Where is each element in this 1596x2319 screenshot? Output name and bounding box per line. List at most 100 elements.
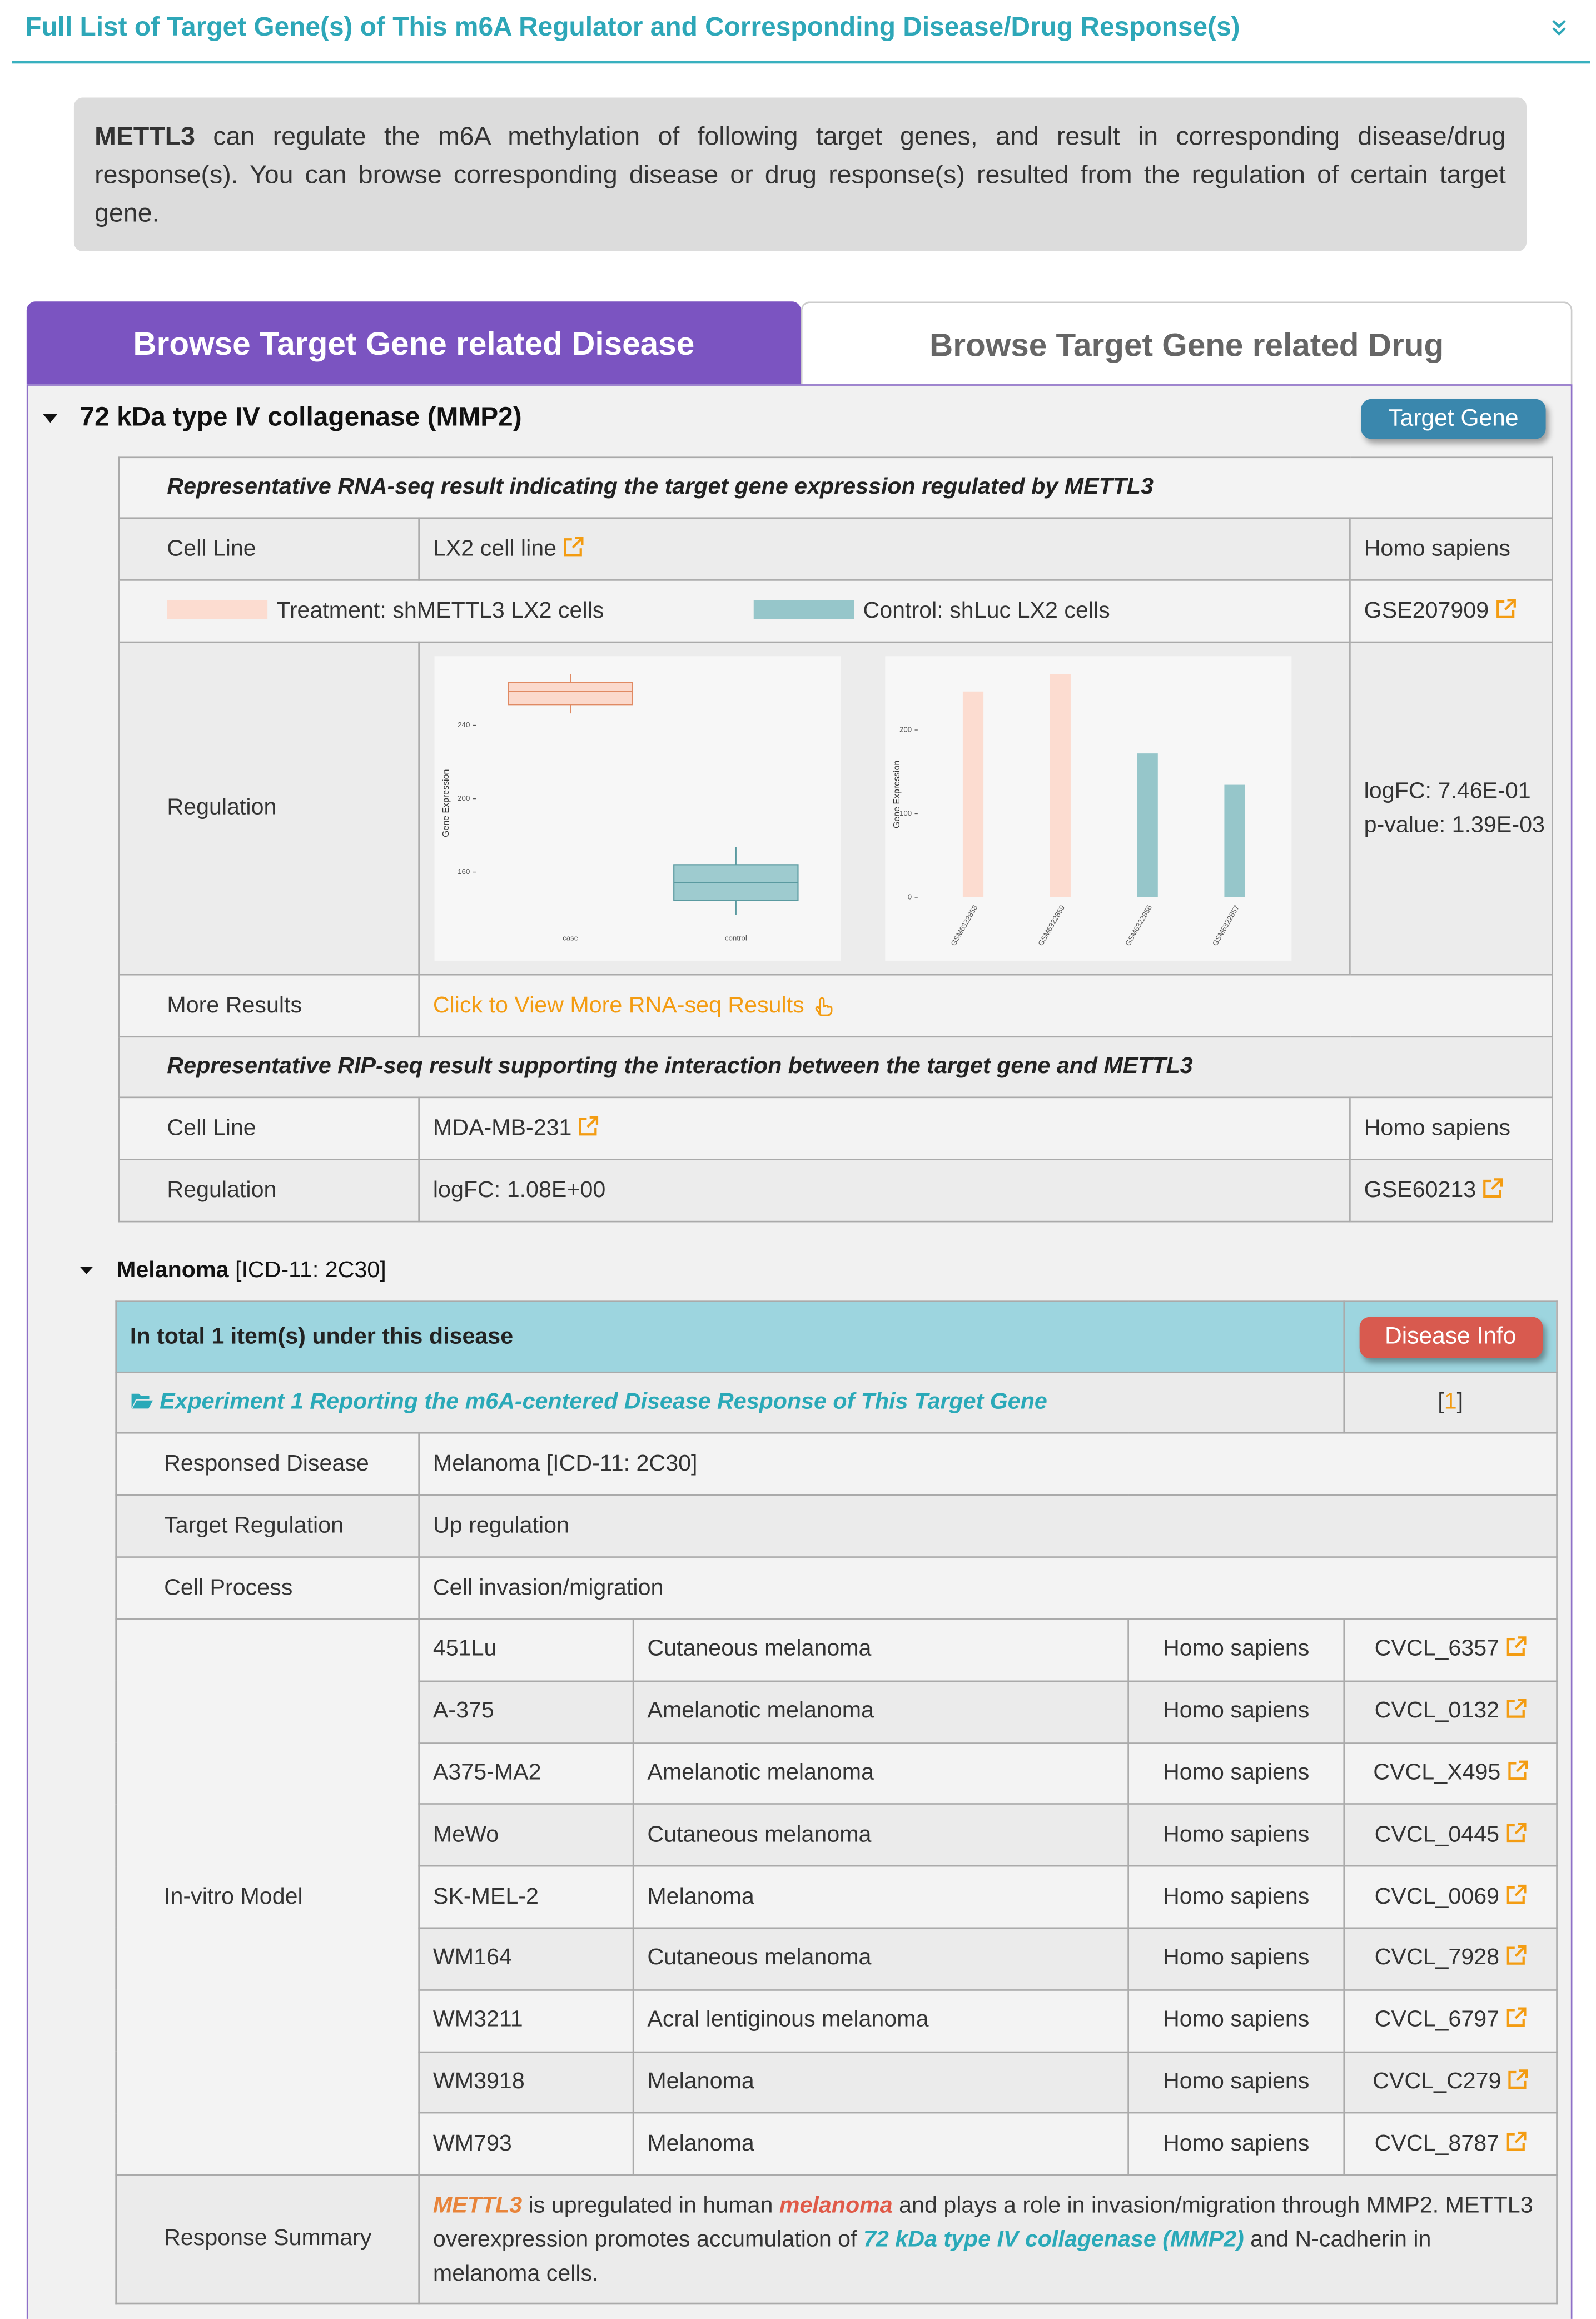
external-link-icon[interactable]: [1506, 1884, 1527, 1904]
y-tick-label: 200: [458, 794, 470, 802]
pvalue: p-value: 1.39E-03: [1364, 813, 1545, 838]
ref-link[interactable]: 1: [1444, 1389, 1457, 1415]
table-heading: Representative RNA-seq result indicating…: [118, 456, 1553, 519]
cellosaurus-cell: CVCL_0132: [1343, 1680, 1558, 1744]
regulation: logFC: 1.08E+00: [418, 1159, 1351, 1223]
experiment-cell: Experiment 1 Reporting the m6A-centered …: [115, 1371, 1345, 1434]
expand-triangle[interactable]: [41, 413, 59, 424]
tab[interactable]: Browse Target Gene related Drug: [801, 301, 1573, 385]
external-link-icon[interactable]: [1507, 1760, 1528, 1781]
cellosaurus-cell: CVCL_X495: [1343, 1742, 1558, 1805]
species: Homo sapiens: [1127, 2050, 1345, 2114]
collapse-icon[interactable]: [1550, 18, 1568, 38]
external-link-icon[interactable]: [1506, 2007, 1527, 2028]
model-row: In-vitro Model 451Lu Cutaneous melanoma Hom…: [115, 1618, 1558, 2176]
external-link-icon[interactable]: [1506, 2131, 1527, 2152]
dataset-link[interactable]: GSE207909: [1364, 598, 1489, 623]
x-tick-label: GSM6322856: [1123, 903, 1154, 947]
bar: [1050, 674, 1071, 897]
total-count: In total 1 item(s) under this disease: [115, 1300, 1345, 1373]
cell-disease: Cutaneous melanoma: [632, 1804, 1129, 1867]
cell-value: Click to View More RNA-seq Results: [418, 974, 1553, 1038]
x-tick-label: case: [563, 934, 578, 942]
species: Homo sapiens: [1127, 1680, 1345, 1744]
row-label: Target Regulation: [115, 1494, 420, 1558]
cellosaurus-link[interactable]: CVCL_X495: [1373, 1760, 1501, 1786]
external-link-icon[interactable]: [1508, 2069, 1528, 2090]
cell-line[interactable]: LX2 cell line: [432, 535, 557, 561]
external-link-icon[interactable]: [1506, 1822, 1527, 1843]
external-link-icon[interactable]: [563, 536, 584, 557]
logfc: logFC: 7.46E-01: [1364, 778, 1531, 805]
x-tick-label: GSM6322858: [949, 903, 979, 947]
row-label: Response Summary: [115, 2174, 420, 2305]
tab-active[interactable]: Browse Target Gene related Disease: [26, 301, 801, 385]
external-link-icon[interactable]: [578, 1115, 599, 1136]
disease-icd: [ICD-11: 2C30]: [235, 1258, 386, 1283]
y-axis-label: Gene Expression: [441, 769, 451, 837]
species: Homo sapiens: [1127, 2112, 1345, 2176]
highlight[interactable]: 72 kDa type IV collagenase (MMP2): [863, 2227, 1244, 2252]
bar: [962, 691, 984, 897]
species: Homo sapiens: [1127, 1804, 1345, 1867]
cellosaurus-link[interactable]: CVCL_C279: [1373, 2069, 1501, 2094]
cell-line[interactable]: MDA-MB-231: [432, 1115, 572, 1140]
species: Homo sapiens: [1127, 1618, 1345, 1682]
box-plot: Gene Expression 160 200 240 case control: [434, 656, 841, 961]
model-row: WM164 Cutaneous melanoma Homo sapiens CVCL_…: [116, 1927, 1558, 1991]
cellosaurus-link[interactable]: CVCL_0132: [1374, 1698, 1500, 1724]
cellosaurus-link[interactable]: CVCL_6797: [1374, 2007, 1500, 2033]
legend-label: Treatment: shMETTL3 LX2 cells: [276, 598, 604, 623]
ref-bracket: [: [1438, 1389, 1444, 1415]
cellosaurus-link[interactable]: CVCL_0445: [1374, 1822, 1500, 1848]
row-label: More Results: [118, 974, 420, 1038]
dataset-link[interactable]: GSE60213: [1364, 1177, 1476, 1203]
bar-chart: Gene Expression 0 100 200 GSM6322858 GSM63228…: [885, 656, 1292, 961]
cellosaurus-link[interactable]: CVCL_6357: [1374, 1636, 1500, 1662]
cell-line: WM164: [418, 1927, 634, 1991]
external-link-icon[interactable]: [1506, 1699, 1527, 1719]
target-name[interactable]: 72 kDa type IV collagenase (MMP2): [79, 402, 522, 432]
external-link-icon[interactable]: [1495, 598, 1516, 618]
cellosaurus-cell: CVCL_0069: [1343, 1865, 1558, 1929]
cellosaurus-link[interactable]: CVCL_0069: [1374, 1884, 1500, 1909]
more-link[interactable]: Click to View More RNA-seq Results: [432, 992, 804, 1018]
icon-shape: [1491, 1177, 1503, 1189]
pointer-icon[interactable]: [811, 992, 834, 1016]
target-button[interactable]: Target Gene: [1361, 399, 1546, 439]
y-tick-label: 240: [458, 721, 470, 729]
cellosaurus-link[interactable]: CVCL_7928: [1374, 1945, 1500, 1971]
external-link-icon[interactable]: [1506, 1945, 1527, 1966]
chart-cell: Gene Expression 160 200 240 case control Gene…: [418, 641, 1351, 976]
icon-shape: [1514, 2131, 1527, 2143]
icon-shape: [571, 536, 584, 548]
disease-info-button[interactable]: Disease Info: [1359, 1316, 1543, 1358]
experiment-title[interactable]: Experiment 1 Reporting the m6A-centered …: [160, 1389, 1047, 1415]
icon-shape: [1515, 1760, 1528, 1772]
summary-text: and N-cadherin in melanoma cells.: [432, 2227, 1431, 2286]
model-row: WM3211 Acral lentiginous melanoma Homo sap…: [116, 1989, 1558, 2053]
ref-bracket: ]: [1456, 1389, 1464, 1415]
disease-heading: Melanoma [ICD-11: 2C30]: [117, 1258, 386, 1284]
icon-shape: [1504, 598, 1516, 610]
section-title[interactable]: Full List of Target Gene(s) of This m6A …: [25, 12, 1240, 42]
intro-text: can regulate the m6A methylation of foll…: [95, 121, 1506, 228]
species: Homo sapiens: [1127, 1989, 1345, 2053]
icon-shape: [1506, 1885, 1525, 1904]
disease-name: Melanoma: [117, 1258, 229, 1283]
icon-shape: [1506, 1947, 1525, 1965]
cellosaurus-link[interactable]: CVCL_8787: [1374, 2131, 1500, 2156]
y-axis-label: Gene Expression: [892, 761, 902, 828]
highlight[interactable]: melanoma: [779, 2193, 893, 2218]
external-link-icon[interactable]: [1483, 1177, 1503, 1198]
external-link-icon[interactable]: [1506, 1637, 1527, 1657]
expand-triangle[interactable]: [78, 1265, 95, 1276]
legend-swatch: [753, 599, 854, 619]
x-tick-label: GSM6322857: [1211, 903, 1241, 947]
table-heading: Representative RIP-seq result supporting…: [118, 1036, 1553, 1099]
row-label: Cell Line: [118, 1096, 420, 1160]
highlight[interactable]: METTL3: [432, 2193, 523, 2218]
summary-row: Response Summary METTL3 is upregulated in…: [115, 2174, 1558, 2305]
